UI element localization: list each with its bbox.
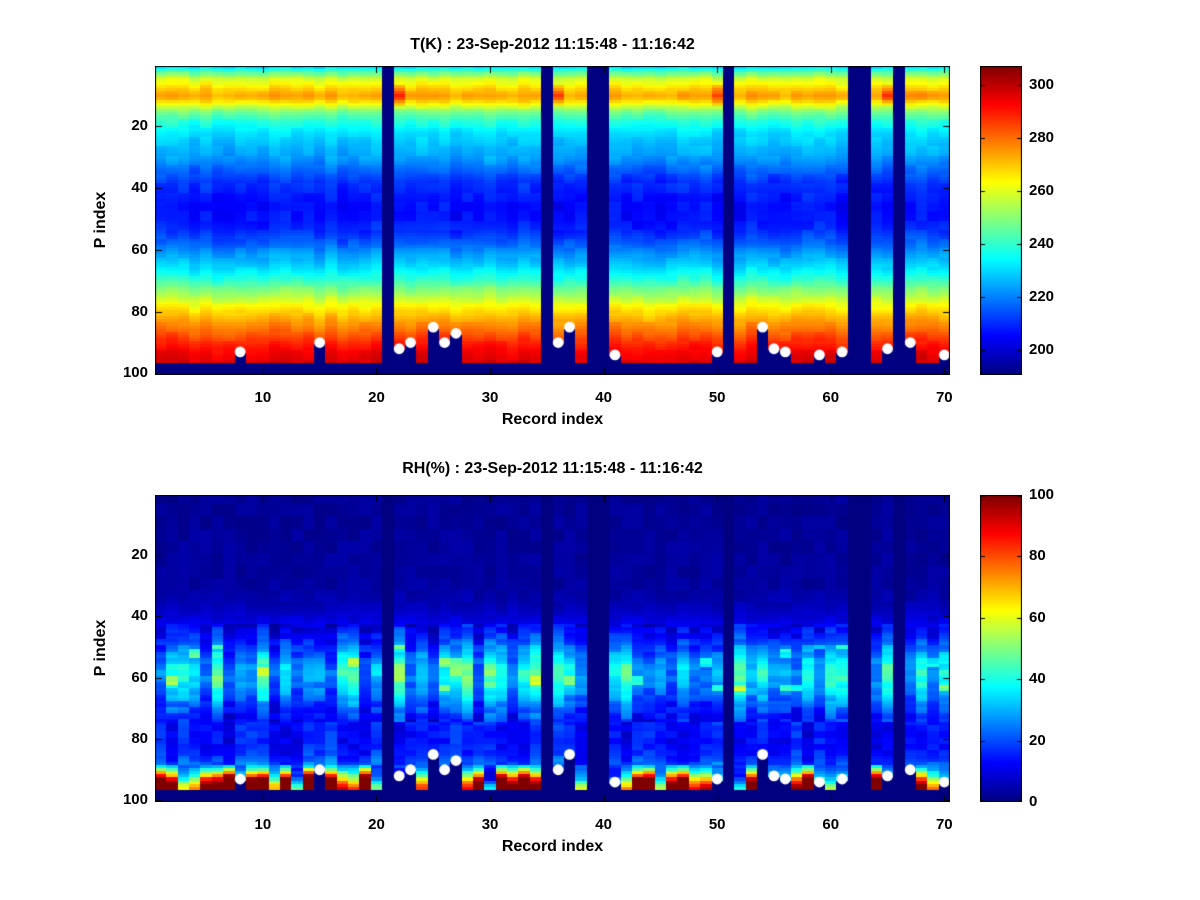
humidity-heatmap-canvas [155, 495, 950, 802]
x-tick-label: 30 [481, 389, 499, 406]
x-tick-label: 20 [368, 816, 385, 833]
colorbar-tick-label: 300 [1029, 76, 1055, 94]
colorbar-tick-label: 20 [1029, 731, 1046, 749]
y-tick-label: 80 [131, 302, 148, 320]
x-tick-label: 10 [254, 816, 272, 833]
y-tick-label: 60 [131, 668, 148, 686]
y-tick-label: 80 [131, 730, 148, 748]
colorbar-tick-label: 280 [1029, 129, 1055, 147]
humidity-ylabel: P index [92, 619, 109, 677]
y-tick-label: 20 [131, 545, 148, 563]
x-tick-label: 10 [254, 389, 272, 406]
x-tick-label: 70 [935, 389, 953, 406]
colorbar-tick-label: 200 [1029, 341, 1055, 359]
colorbar-tick-label: 260 [1029, 182, 1055, 200]
colorbar-tick-label: 40 [1029, 670, 1046, 688]
temperature-title: T(K) : 23-Sep-2012 11:15:48 - 11:16:42 [410, 36, 695, 53]
y-tick-label: 100 [122, 364, 148, 382]
x-tick-label: 60 [822, 816, 840, 833]
x-tick-label: 60 [822, 389, 840, 406]
temperature-xlabel: Record index [501, 411, 604, 428]
x-tick-label: 50 [708, 389, 726, 406]
x-tick-label: 40 [595, 816, 612, 833]
y-tick-label: 20 [131, 117, 148, 135]
x-tick-label: 70 [935, 816, 953, 833]
humidity-xlabel: Record index [501, 838, 604, 855]
temperature-heatmap-canvas [155, 66, 950, 375]
colorbar-tick-label: 80 [1029, 547, 1046, 565]
colorbar-tick-label: 60 [1029, 608, 1046, 626]
x-tick-label: 20 [368, 389, 385, 406]
colorbar-tick-label: 220 [1029, 288, 1055, 306]
humidity-colorbar [980, 495, 1022, 802]
y-tick-label: 40 [131, 607, 148, 625]
x-tick-label: 50 [708, 816, 726, 833]
y-tick-label: 100 [122, 791, 148, 809]
x-tick-label: 40 [595, 389, 612, 406]
colorbar-tick-label: 0 [1029, 793, 1038, 810]
temperature-colorbar [980, 66, 1022, 375]
y-tick-label: 60 [131, 240, 148, 258]
colorbar-tick-label: 100 [1029, 486, 1055, 503]
humidity-title: RH(%) : 23-Sep-2012 11:15:48 - 11:16:42 [402, 460, 703, 477]
x-tick-label: 30 [481, 816, 499, 833]
y-tick-label: 40 [131, 179, 148, 197]
colorbar-tick-label: 240 [1029, 235, 1055, 253]
temperature-ylabel: P index [92, 191, 109, 249]
